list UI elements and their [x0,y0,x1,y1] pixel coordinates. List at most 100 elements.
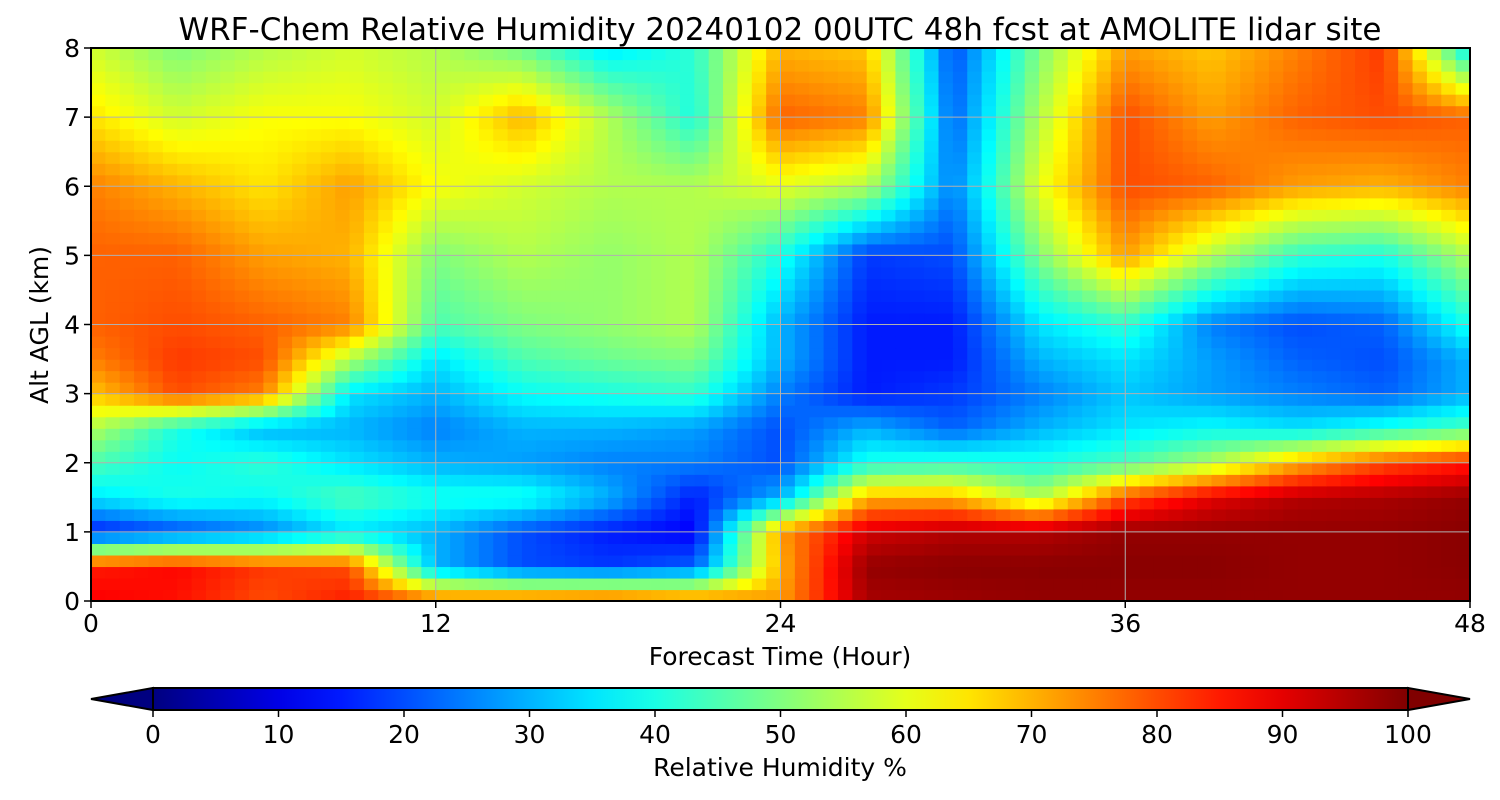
heatmap-cell [1211,243,1227,256]
heatmap-cell [679,197,695,210]
heatmap-cell [536,485,552,498]
heatmap-cell [593,324,609,337]
heatmap-cell [1268,220,1284,233]
heatmap-cell [737,324,753,337]
heatmap-cell [1197,105,1213,118]
heatmap-cell [205,59,221,72]
heatmap-cell [794,589,810,602]
heatmap-cell [1398,197,1414,210]
heatmap-cell [823,186,839,199]
heatmap-cell [780,382,796,395]
heatmap-cell [1398,531,1414,544]
heatmap-cell [1153,82,1169,95]
heatmap-cell [852,405,868,418]
heatmap-cell [1369,220,1385,233]
heatmap-cell [1039,497,1055,510]
heatmap-cell [608,255,624,268]
heatmap-cell [478,301,494,314]
heatmap-cell [881,359,897,372]
heatmap-cell [277,393,293,406]
heatmap-cell [191,82,207,95]
heatmap-cell [679,105,695,118]
heatmap-cell [177,577,193,591]
heatmap-cell [119,71,135,84]
heatmap-cell [392,255,408,268]
heatmap-cell [1039,209,1055,222]
heatmap-cell [148,589,164,602]
heatmap-cell [780,359,796,372]
heatmap-cell [1398,462,1414,475]
heatmap-cell [895,312,911,326]
heatmap-cell [1197,324,1213,337]
heatmap-cell [837,71,853,84]
heatmap-cell [464,497,480,510]
heatmap-cell [435,531,451,544]
heatmap-cell [1182,94,1198,107]
heatmap-cell [306,474,322,487]
heatmap-cell [981,336,997,349]
heatmap-cell [349,359,365,372]
heatmap-cell [1110,186,1126,199]
heatmap-cell [119,439,135,452]
heatmap-cell [679,359,695,372]
heatmap-cell [1153,359,1169,372]
heatmap-cell [809,577,825,591]
heatmap-cell [1067,278,1083,291]
heatmap-cell [1383,48,1399,61]
heatmap-cell [536,554,552,568]
heatmap-cell [579,151,595,164]
heatmap-cell [191,243,207,256]
heatmap-cell [895,382,911,395]
heatmap-cell [1110,151,1126,164]
heatmap-cell [119,359,135,372]
heatmap-cell [378,359,394,372]
heatmap-cell [565,105,580,118]
heatmap-cell [1153,554,1169,568]
heatmap-cell [205,255,221,268]
heatmap-cell [1039,393,1055,406]
heatmap-cell [421,520,437,533]
heatmap-cell [895,589,911,602]
heatmap-cell [737,266,753,280]
heatmap-cell [995,197,1011,210]
heatmap-cell [1326,451,1342,464]
heatmap-cell [766,174,782,187]
heatmap-cell [478,554,494,568]
heatmap-cell [1426,416,1442,429]
heatmap-cell [220,405,236,418]
heatmap-cell [723,278,738,291]
heatmap-cell [335,312,351,326]
heatmap-cell [1110,140,1126,153]
heatmap-cell [708,382,724,395]
heatmap-cell [694,451,710,464]
heatmap-cell [234,370,250,383]
heatmap-cell [234,439,250,452]
heatmap-cell [1412,428,1428,441]
heatmap-cell [823,359,839,372]
heatmap-cell [823,393,839,406]
heatmap-cell [349,451,365,464]
heatmap-cell [220,416,236,429]
heatmap-cell [407,566,422,579]
heatmap-cell [450,589,466,602]
heatmap-cell [349,71,365,84]
heatmap-cell [1340,439,1356,452]
heatmap-cell [881,163,897,176]
heatmap-cell [593,416,609,429]
heatmap-cell [1398,485,1414,498]
heatmap-cell [464,554,480,568]
heatmap-cell [1153,347,1169,360]
heatmap-cell [1426,336,1442,349]
heatmap-cell [1369,405,1385,418]
heatmap-cell [105,347,121,360]
heatmap-cell [162,278,178,291]
heatmap-cell [694,105,710,118]
heatmap-cell [1067,312,1083,326]
heatmap-cell [450,520,466,533]
heatmap-cell [837,94,853,107]
heatmap-cell [392,485,408,498]
heatmap-cell [1398,140,1414,153]
heatmap-cell [1268,174,1284,187]
heatmap-cell [694,439,710,452]
heatmap-cell [464,336,480,349]
